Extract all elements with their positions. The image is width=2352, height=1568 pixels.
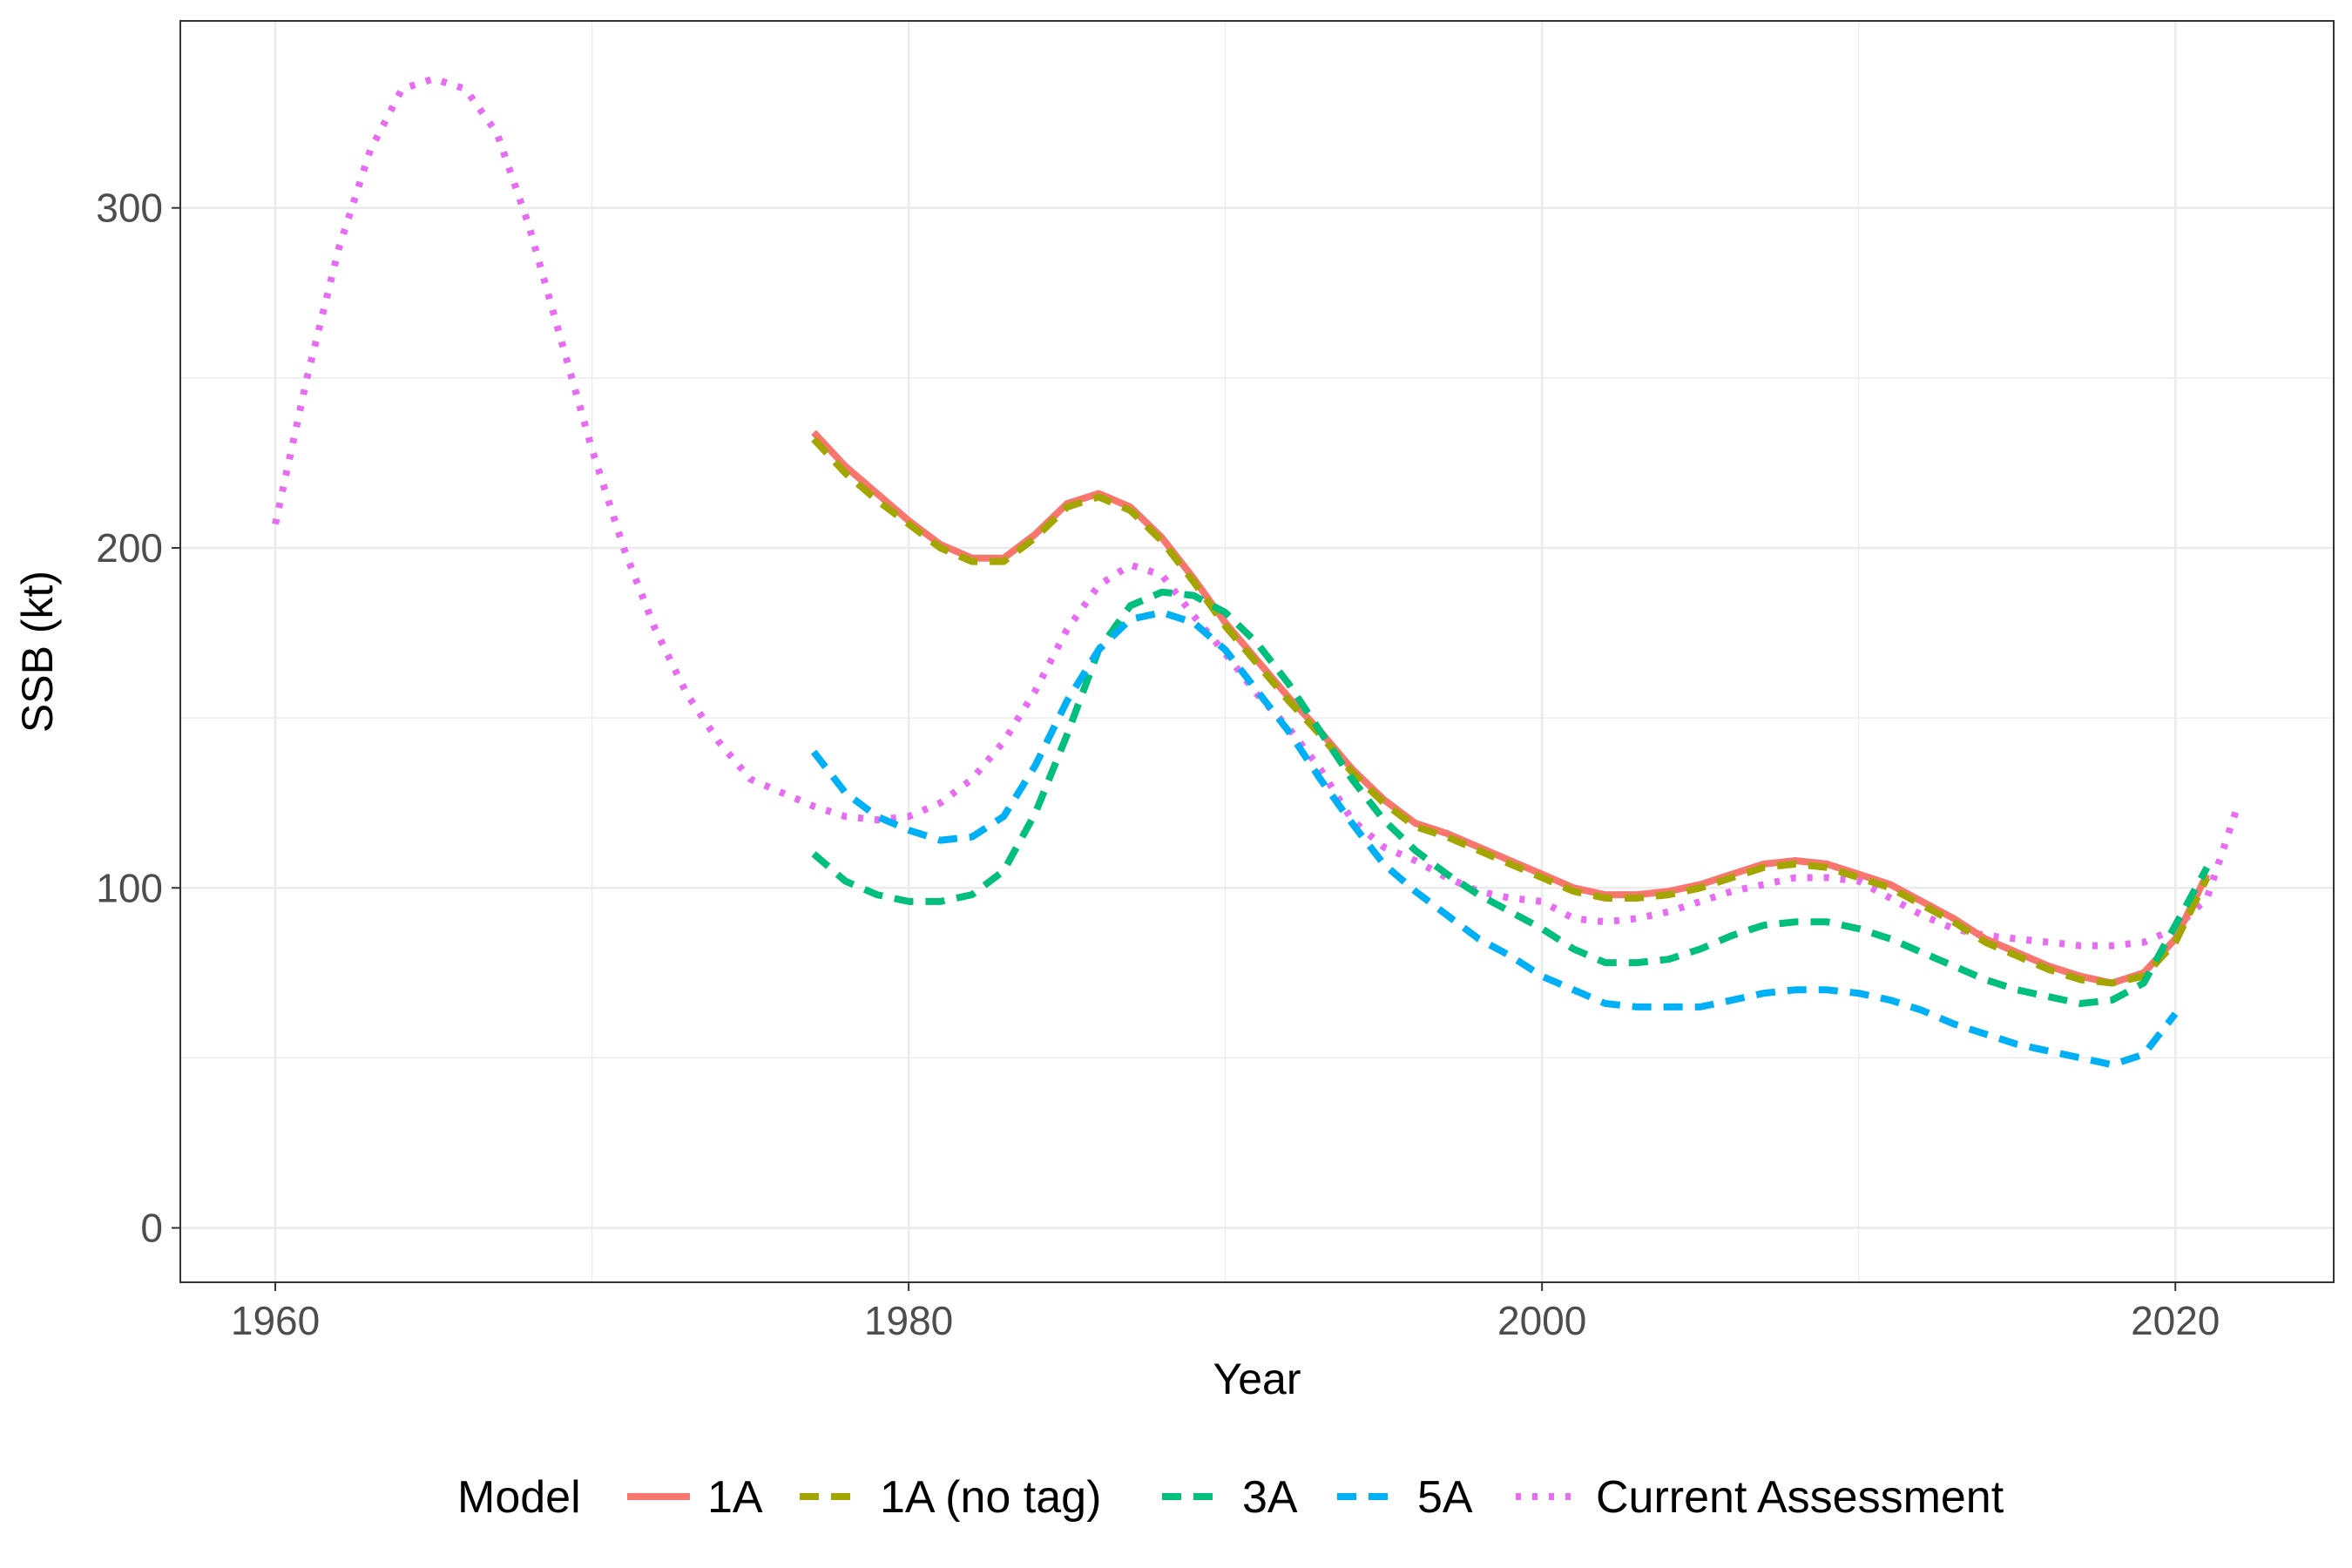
legend-label: Current Assessment xyxy=(1596,1472,2004,1523)
legend: Model 1A 1A (no tag) 3A 5A Current Assessmen… xyxy=(457,1472,2004,1523)
legend-title: Model xyxy=(457,1472,581,1523)
plot-panel-border xyxy=(179,20,2335,1283)
y-tick-label: 300 xyxy=(96,186,163,231)
legend-label: 1A (no tag) xyxy=(880,1472,1101,1523)
x-tick-label: 1980 xyxy=(864,1298,953,1343)
legend-label: 1A xyxy=(707,1472,763,1523)
series-line-5a xyxy=(810,609,2179,1069)
x-axis-title: Year xyxy=(1213,1355,1301,1403)
plot-panel xyxy=(180,21,2334,1282)
series-lines xyxy=(272,75,2242,1069)
y-tick-label: 100 xyxy=(96,865,163,910)
x-tick-label: 1960 xyxy=(231,1298,320,1343)
legend-label: 5A xyxy=(1417,1472,1473,1523)
series-line-current-assessment xyxy=(272,75,2242,950)
y-tick-label: 200 xyxy=(96,525,163,571)
series-line-3a xyxy=(811,588,2211,1007)
y-axis-title: SSB (kt) xyxy=(13,571,62,733)
legend-label: 3A xyxy=(1242,1472,1298,1523)
y-tick-label: 0 xyxy=(140,1206,163,1251)
x-tick-label: 2000 xyxy=(1497,1298,1586,1343)
series-line-1a-no-tag xyxy=(811,436,2211,987)
x-tick-label: 2020 xyxy=(2131,1298,2220,1343)
grid-lines xyxy=(180,21,2334,1282)
axes: 0 100 200 300 1960 1980 2000 2020 xyxy=(96,186,2220,1343)
